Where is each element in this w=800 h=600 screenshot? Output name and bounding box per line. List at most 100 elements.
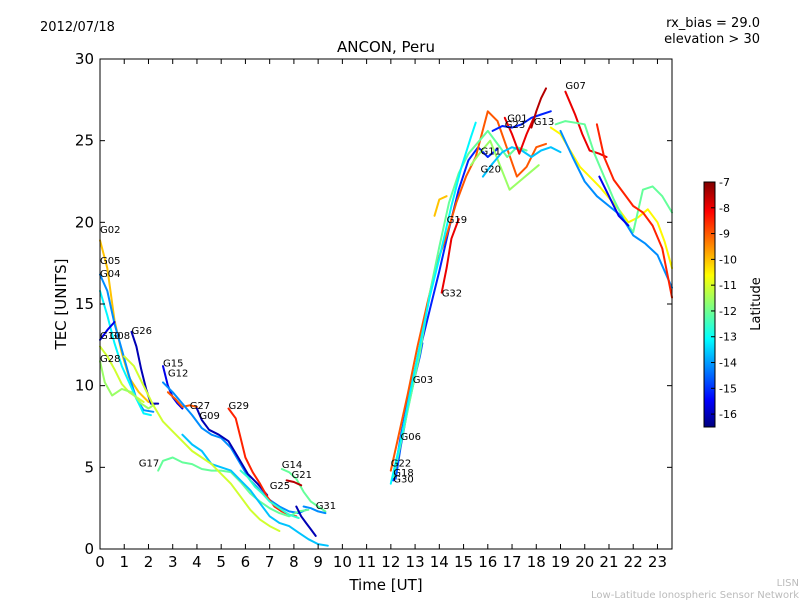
colorbar-tick-label: -7 [719,176,730,189]
series-label-g26: G26 [132,326,152,337]
colorbar-ticks: -7 -8 -9 -10 -11 -12 -13 -14 -15 -16 [711,176,737,421]
series-label-g06: G06 [401,432,421,443]
series-label-g27: G27 [190,401,210,412]
series-line-g19 [433,195,448,217]
rx-bias-label: rx_bias = 29.0 [666,16,760,31]
series-label-g28: G28 [100,354,120,365]
series-line-g04 [99,289,152,417]
x-tick-label: 6 [241,553,251,571]
series-line-31 [554,120,673,234]
series-line-g31 [302,505,327,515]
x-axis-ticks: 0 1 2 3 4 5 6 7 8 9 10 11 12 13 14 15 16 17 18 19 20 21 22 23 [95,59,667,571]
colorbar-tick-label: -8 [719,202,730,215]
series-line-35 [181,433,329,547]
series-label-g02: G02 [100,225,120,236]
series-line-g27 [162,381,307,515]
date-label: 2012/07/18 [40,20,115,35]
x-tick-label: 22 [624,553,643,571]
series-label-g13: G13 [534,117,554,128]
x-tick-label: 18 [527,553,546,571]
series-label-g31: G31 [316,501,336,512]
colorbar-tick-label: -13 [719,331,737,344]
series-label-g29: G29 [229,401,249,412]
series-line-g01 [503,116,535,155]
y-tick-label: 0 [84,540,94,558]
y-tick-label: 25 [75,132,94,150]
series-label-g05: G05 [100,256,120,267]
x-tick-label: 12 [381,553,400,571]
x-tick-label: 13 [406,553,425,571]
y-tick-label: 10 [75,377,94,395]
x-tick-label: 17 [502,553,521,571]
colorbar-tick-label: -15 [719,382,737,395]
y-tick-label: 5 [84,458,94,476]
series-label-g10: G10 [100,331,120,342]
x-tick-label: 4 [192,553,202,571]
series-label-g03: G03 [413,375,433,386]
series-label-g20: G20 [481,164,501,175]
series-line-g20 [481,146,562,178]
series-line-g28 [99,360,157,410]
x-tick-label: 16 [478,553,497,571]
series-line-g32 [440,218,460,294]
x-tick-label: 14 [430,553,449,571]
series-line-g10 [99,321,116,341]
x-tick-label: 3 [168,553,178,571]
series-label-g07: G07 [565,81,585,92]
series-line-37 [295,505,317,537]
plot-frame [99,58,673,550]
series-label-g15: G15 [163,359,183,370]
series-label-g17: G17 [139,458,159,469]
series-label-g04: G04 [100,269,120,280]
x-axis-label: Time [UT] [348,576,422,594]
y-tick-label: 15 [75,295,94,313]
x-tick-label: 7 [265,553,275,571]
series-line-32 [559,129,673,289]
x-tick-label: 10 [333,553,352,571]
series-label-g11: G11 [481,146,501,157]
x-tick-label: 20 [575,553,594,571]
series-line-g07 [564,90,608,158]
x-tick-label: 9 [313,553,323,571]
series-line-g14 [280,468,327,513]
series-label-g21: G21 [292,470,312,481]
x-tick-label: 21 [599,553,618,571]
series-line-g11 [469,139,540,191]
series-label-g08: G08 [110,331,130,342]
series-line-g23 [491,110,552,132]
x-tick-label: 8 [289,553,299,571]
colorbar-label: Latitude [749,277,764,331]
x-tick-label: 15 [454,553,473,571]
colorbar-tick-label: -9 [719,228,730,241]
x-tick-label: 19 [551,553,570,571]
series-line-34 [598,175,630,227]
y-tick-label: 30 [75,50,94,68]
series-label-g12: G12 [168,369,188,380]
colorbar [703,181,716,428]
org-long-label: Low-Latitude Ionospheric Sensor Network [591,590,799,600]
series-label-g23: G23 [505,120,525,131]
y-tick-label: 20 [75,213,94,231]
series-line-36 [123,355,281,532]
x-tick-label: 11 [357,553,376,571]
series-label-g25: G25 [270,481,290,492]
x-tick-label: 5 [216,553,226,571]
series-line-g13 [530,87,547,129]
colorbar-tick-label: -16 [719,408,737,421]
series-line-g30 [389,121,477,485]
colorbar-tick-label: -10 [719,253,737,266]
series-line-g25 [239,469,300,519]
series-label-g22: G22 [391,458,411,469]
x-tick-label: 0 [95,553,105,571]
y-axis-ticks: 0 5 10 15 20 25 30 [75,50,672,558]
colorbar-tick-label: -12 [719,305,737,318]
series-line-g22 [389,110,547,472]
series-line-g09 [195,407,269,497]
x-tick-label: 1 [119,553,129,571]
series-line-g21 [285,479,303,487]
series-label-g18: G18 [393,468,413,479]
series-label-g01: G01 [507,114,527,125]
x-tick-label: 2 [144,553,154,571]
